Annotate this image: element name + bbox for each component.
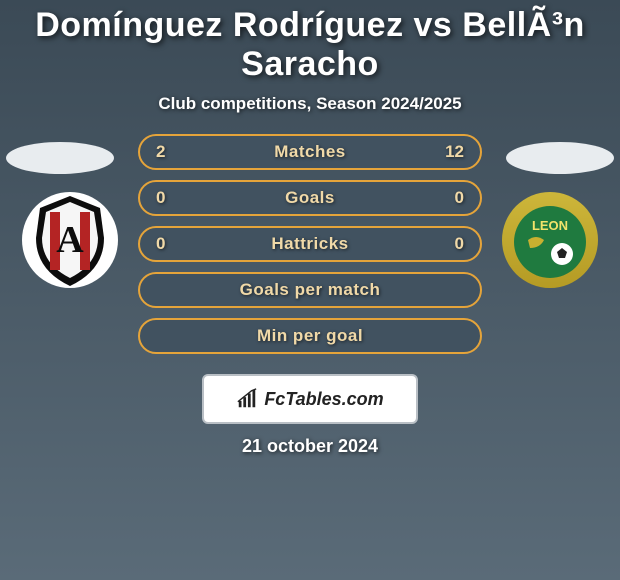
comparison-card: Domínguez Rodríguez vs BellÃ³n Saracho C… (0, 0, 620, 580)
stat-right-value: 0 (455, 188, 464, 208)
badge-text: LEON (532, 218, 568, 233)
shield-letter: A (56, 219, 84, 261)
subtitle: Club competitions, Season 2024/2025 (0, 94, 620, 114)
player1-badge: A (20, 190, 120, 290)
logo-text: FcTables.com (264, 389, 383, 410)
chart-icon (236, 388, 258, 410)
stat-rows: 2 Matches 12 0 Goals 0 0 Hattricks 0 Goa… (138, 134, 482, 364)
logo-box: FcTables.com (202, 374, 418, 424)
stat-row-matches: 2 Matches 12 (138, 134, 482, 170)
stat-row-min-per-goal: Min per goal (138, 318, 482, 354)
stat-label: Hattricks (271, 234, 348, 254)
stat-row-hattricks: 0 Hattricks 0 (138, 226, 482, 262)
stat-left-value: 2 (156, 142, 165, 162)
stat-right-value: 12 (445, 142, 464, 162)
player1-ellipse (6, 142, 114, 174)
stat-label: Goals (285, 188, 335, 208)
date: 21 october 2024 (0, 436, 620, 457)
stat-row-goals-per-match: Goals per match (138, 272, 482, 308)
compare-area: A LEON 2 Matche (0, 140, 620, 370)
player2-badge: LEON (500, 190, 600, 290)
title: Domínguez Rodríguez vs BellÃ³n Saracho (0, 6, 620, 84)
player2-ellipse (506, 142, 614, 174)
stat-label: Matches (274, 142, 346, 162)
circle-inner-icon (514, 206, 586, 278)
stat-row-goals: 0 Goals 0 (138, 180, 482, 216)
stat-right-value: 0 (455, 234, 464, 254)
stat-label: Min per goal (257, 326, 363, 346)
stat-left-value: 0 (156, 188, 165, 208)
stat-left-value: 0 (156, 234, 165, 254)
stat-label: Goals per match (240, 280, 381, 300)
